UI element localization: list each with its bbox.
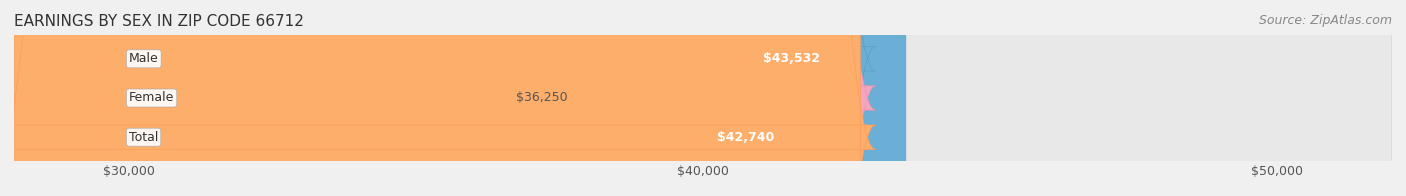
- Text: $42,740: $42,740: [717, 131, 775, 144]
- FancyBboxPatch shape: [0, 0, 876, 196]
- Text: EARNINGS BY SEX IN ZIP CODE 66712: EARNINGS BY SEX IN ZIP CODE 66712: [14, 14, 304, 29]
- Text: Male: Male: [129, 52, 159, 65]
- FancyBboxPatch shape: [0, 0, 876, 196]
- Text: Total: Total: [129, 131, 159, 144]
- Text: $36,250: $36,250: [516, 92, 568, 104]
- Text: $43,532: $43,532: [762, 52, 820, 65]
- Text: Source: ZipAtlas.com: Source: ZipAtlas.com: [1258, 14, 1392, 27]
- FancyBboxPatch shape: [14, 0, 905, 196]
- FancyBboxPatch shape: [14, 0, 1392, 196]
- FancyBboxPatch shape: [14, 0, 1392, 196]
- FancyBboxPatch shape: [14, 0, 1392, 196]
- Text: Female: Female: [129, 92, 174, 104]
